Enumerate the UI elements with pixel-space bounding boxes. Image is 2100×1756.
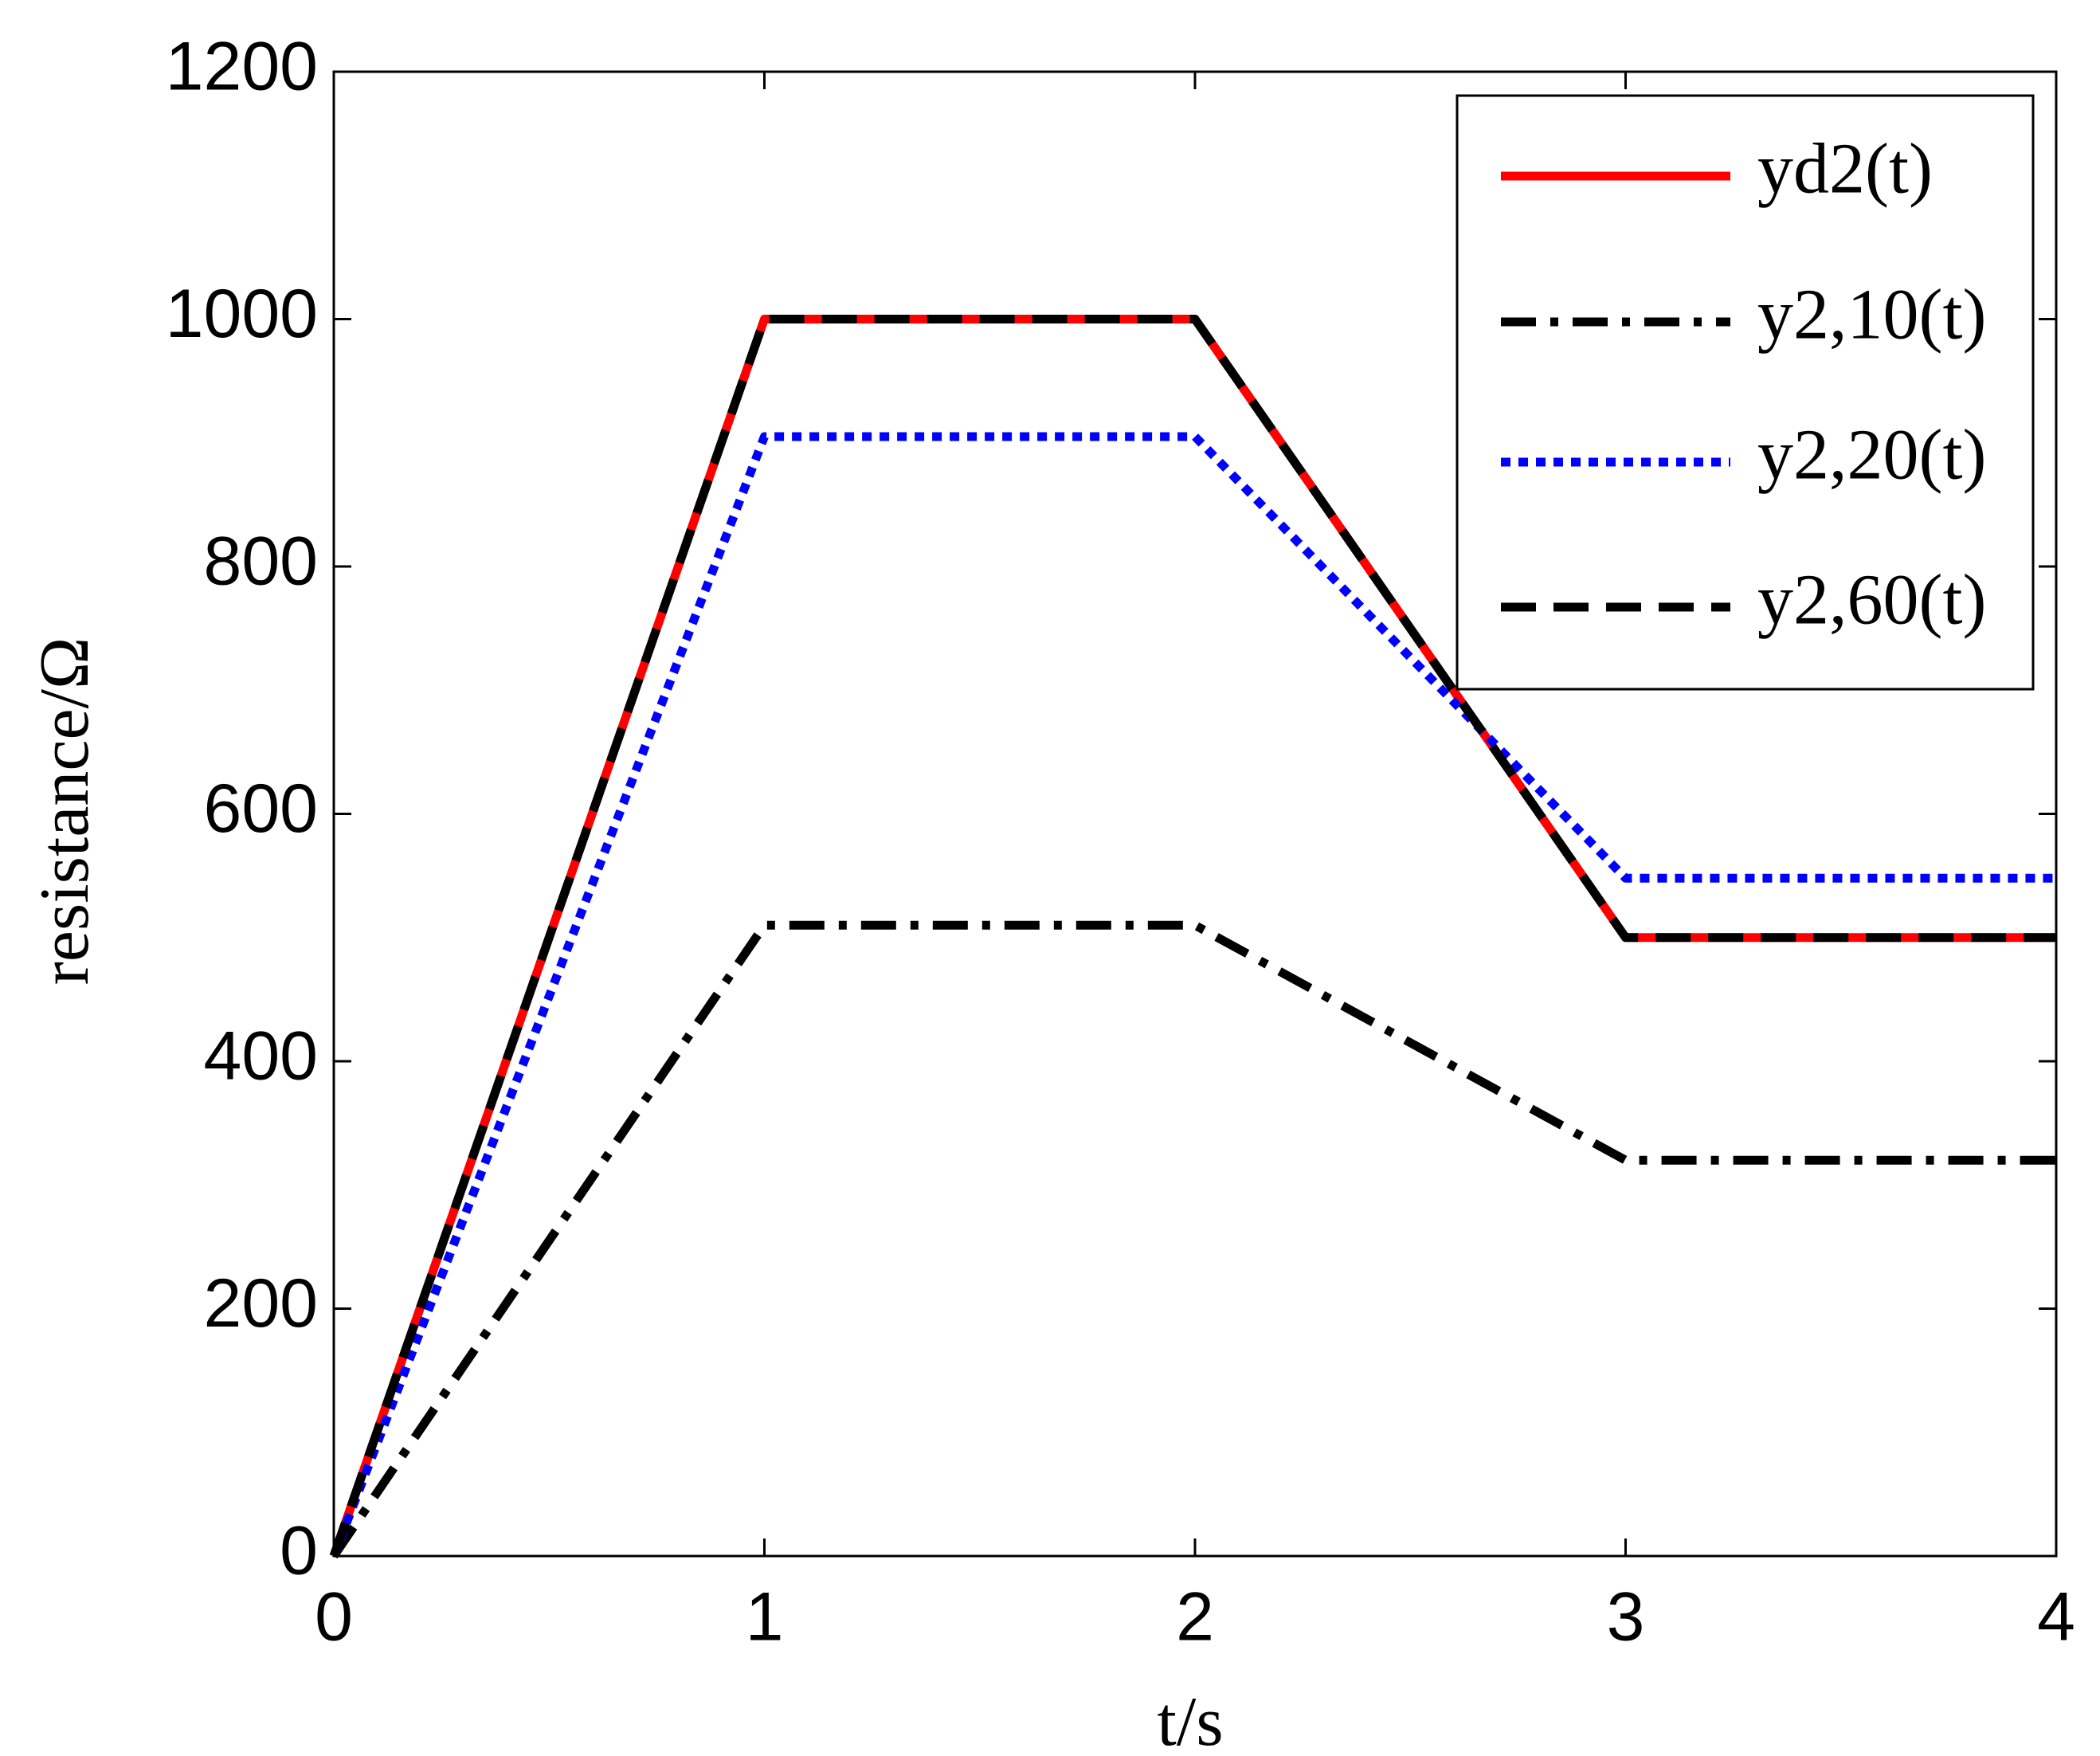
y-tick-label: 800 <box>204 523 319 600</box>
series-line <box>329 315 2056 1558</box>
series-line <box>329 432 2056 1558</box>
x-axis-label: t/s <box>1157 1683 1223 1756</box>
plot-frame <box>332 70 2058 1558</box>
legend-label: y2,20(t) <box>1757 416 1986 495</box>
y-tick-label: 600 <box>204 770 319 847</box>
y-tick-label: 0 <box>280 1513 318 1589</box>
legend-label: y2,10(t) <box>1757 276 1986 355</box>
y-tick-label: 200 <box>204 1265 319 1342</box>
y-tick-label: 1200 <box>166 29 318 105</box>
y-tick-label: 400 <box>204 1018 319 1095</box>
y-tick-label: 1000 <box>166 276 318 352</box>
series-line <box>330 920 2056 1559</box>
x-tick-label: 2 <box>1176 1579 1214 1656</box>
x-tick-label: 0 <box>315 1579 353 1656</box>
legend-label: y2,60(t) <box>1757 561 1986 640</box>
x-tick-label: 1 <box>746 1579 784 1656</box>
legend-label: yd2(t) <box>1757 130 1933 209</box>
x-tick-label: 3 <box>1607 1579 1645 1656</box>
y-axis-label: resistance/Ω <box>26 637 104 986</box>
x-tick-label: 4 <box>2037 1579 2075 1656</box>
legend-box <box>1456 94 2035 691</box>
